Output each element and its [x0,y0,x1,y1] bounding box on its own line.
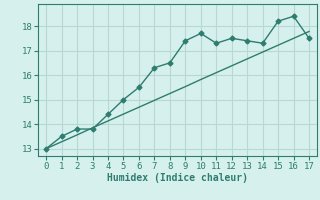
X-axis label: Humidex (Indice chaleur): Humidex (Indice chaleur) [107,173,248,183]
